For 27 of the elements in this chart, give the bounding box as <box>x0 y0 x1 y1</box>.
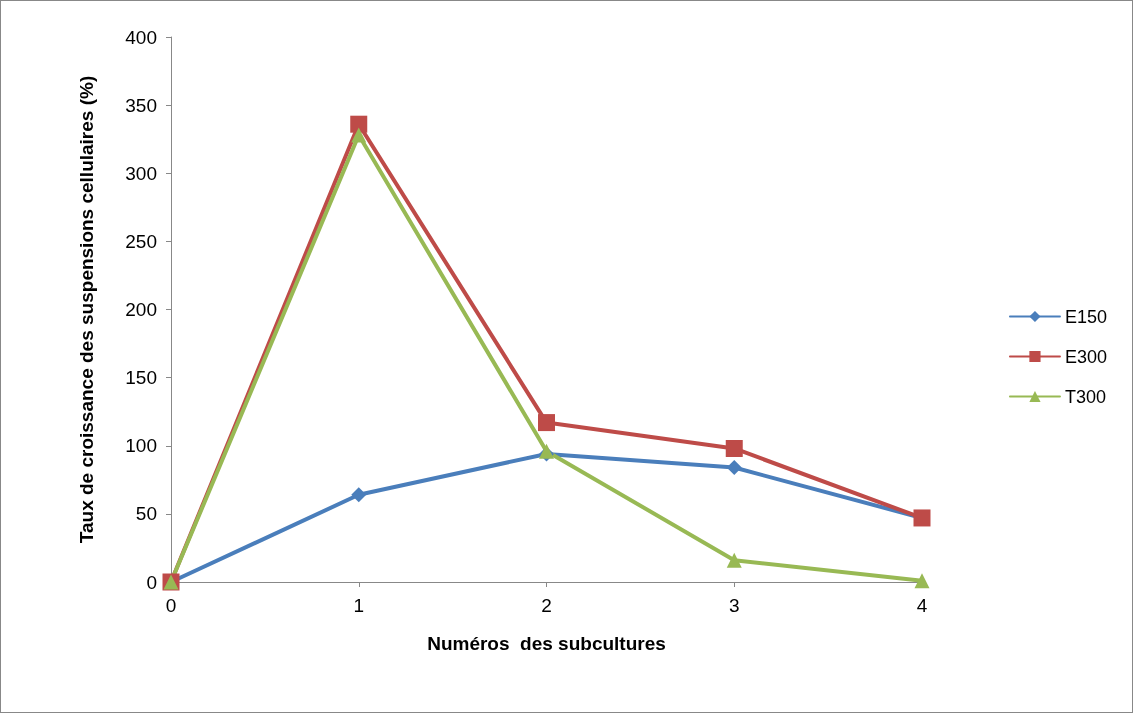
legend-label: E150 <box>1064 306 1108 327</box>
x-tick-label: 2 <box>541 595 552 616</box>
y-axis-title: Taux de croissance des suspensions cellulaires (%) <box>76 75 97 544</box>
point <box>725 439 743 457</box>
y-tick-label: 300 <box>125 162 157 184</box>
point <box>351 487 367 503</box>
y-tick-label: 250 <box>125 230 157 252</box>
x-tick-label: 0 <box>165 595 177 616</box>
point <box>351 127 367 143</box>
point <box>914 573 930 589</box>
y-tick-label: 150 <box>125 367 157 389</box>
point <box>726 460 742 476</box>
point <box>726 552 742 568</box>
x-tick-label: 1 <box>353 595 365 616</box>
y-tick-label: 0 <box>146 571 157 593</box>
legend-label: T300 <box>1064 386 1106 407</box>
legend-label: E300 <box>1064 346 1108 367</box>
x-tick-label: 3 <box>728 595 740 616</box>
y-tick-label: 100 <box>125 435 157 457</box>
y-tick-label: 350 <box>125 94 157 116</box>
x-tick-label: 4 <box>916 595 928 616</box>
y-tick-label: 400 <box>125 26 157 48</box>
x-axis-title: Numéros des subcultures <box>427 633 666 654</box>
y-tick-label: 200 <box>125 299 157 320</box>
y-tick-label: 50 <box>135 503 157 525</box>
point <box>350 115 368 133</box>
point <box>538 414 555 432</box>
